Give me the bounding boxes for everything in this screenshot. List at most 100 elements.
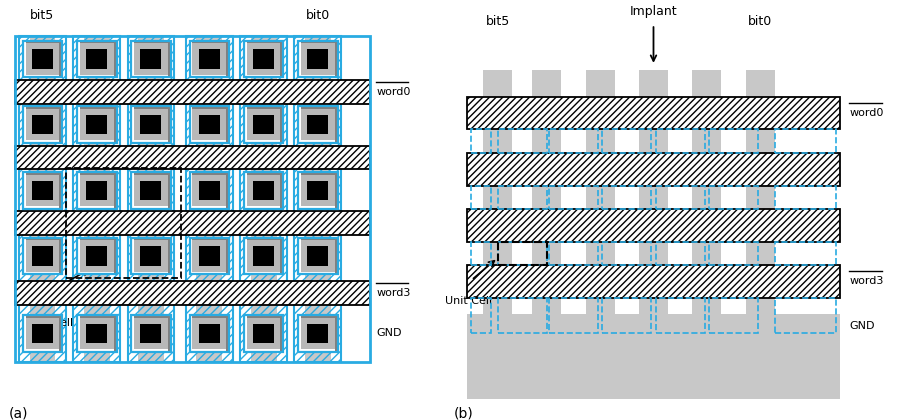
Bar (23, 238, 25, 274)
Text: word0: word0 (376, 87, 411, 97)
Bar (23, 238, 63, 240)
Bar (77, 106, 116, 109)
Bar (709, 241, 758, 265)
Bar (307, 115, 328, 134)
Bar (709, 129, 758, 152)
Text: bit0: bit0 (306, 9, 330, 22)
Bar (280, 41, 283, 77)
Bar (23, 172, 63, 209)
Bar (77, 41, 116, 43)
Bar (132, 106, 171, 143)
Bar (77, 238, 116, 274)
Bar (77, 41, 116, 77)
Bar (240, 36, 287, 362)
Bar (298, 172, 337, 209)
Bar (23, 106, 25, 143)
Bar (295, 36, 341, 362)
Bar (472, 186, 492, 209)
Bar (253, 49, 274, 69)
Bar (86, 115, 107, 134)
Bar (244, 238, 283, 274)
Bar (549, 129, 598, 152)
Bar (244, 75, 283, 77)
Bar (132, 172, 171, 209)
Bar (138, 36, 164, 362)
Bar (23, 140, 63, 143)
Bar (298, 238, 337, 240)
Bar (190, 172, 192, 209)
Bar (132, 206, 171, 209)
Bar (73, 36, 120, 362)
Bar (141, 115, 161, 134)
Bar (240, 36, 287, 362)
Bar (244, 315, 283, 352)
Bar (77, 315, 116, 352)
Bar (298, 315, 337, 352)
Bar (132, 238, 171, 240)
Bar (335, 106, 337, 143)
Bar (549, 241, 598, 265)
Bar (244, 106, 283, 143)
Bar (226, 315, 229, 352)
Bar (472, 129, 492, 152)
Bar (132, 272, 171, 274)
Bar (226, 106, 229, 143)
Bar (656, 297, 705, 333)
Bar (467, 152, 840, 186)
Bar (77, 106, 116, 143)
Bar (244, 172, 283, 209)
Bar (132, 172, 171, 175)
Bar (73, 36, 120, 362)
Bar (639, 70, 668, 341)
Bar (244, 41, 283, 43)
Bar (280, 315, 283, 352)
Bar (190, 106, 229, 109)
Bar (77, 315, 116, 318)
Bar (23, 315, 63, 318)
Bar (190, 206, 229, 209)
Bar (132, 106, 171, 143)
Bar (132, 106, 134, 143)
Bar (113, 315, 116, 352)
Bar (32, 49, 53, 69)
Text: word3: word3 (376, 288, 411, 298)
Bar (23, 106, 63, 143)
Bar (498, 241, 547, 265)
Text: (a): (a) (9, 407, 28, 420)
Bar (23, 172, 63, 175)
Bar (190, 172, 229, 209)
Bar (132, 172, 134, 209)
Bar (23, 206, 63, 209)
Bar (746, 70, 775, 341)
Bar (244, 41, 247, 77)
Bar (298, 206, 337, 209)
Bar (467, 265, 840, 297)
Bar (586, 70, 615, 341)
Bar (86, 323, 107, 343)
Bar (113, 41, 116, 77)
Bar (199, 181, 219, 200)
Bar (190, 172, 229, 175)
Bar (472, 241, 492, 265)
Bar (23, 172, 63, 209)
Bar (132, 238, 171, 274)
Bar (244, 140, 283, 143)
Bar (199, 246, 219, 266)
Bar (298, 349, 337, 352)
Bar (244, 315, 247, 352)
Bar (226, 172, 229, 209)
Bar (77, 41, 80, 77)
Bar (19, 36, 66, 362)
Bar (656, 129, 705, 152)
Bar (244, 106, 247, 143)
Bar (244, 106, 283, 143)
Bar (244, 315, 283, 318)
Bar (168, 315, 171, 352)
Bar (77, 315, 80, 352)
Bar (32, 115, 53, 134)
Bar (190, 41, 229, 43)
Bar (132, 349, 171, 352)
Bar (113, 172, 116, 209)
Bar (190, 238, 229, 240)
Bar (226, 41, 229, 77)
